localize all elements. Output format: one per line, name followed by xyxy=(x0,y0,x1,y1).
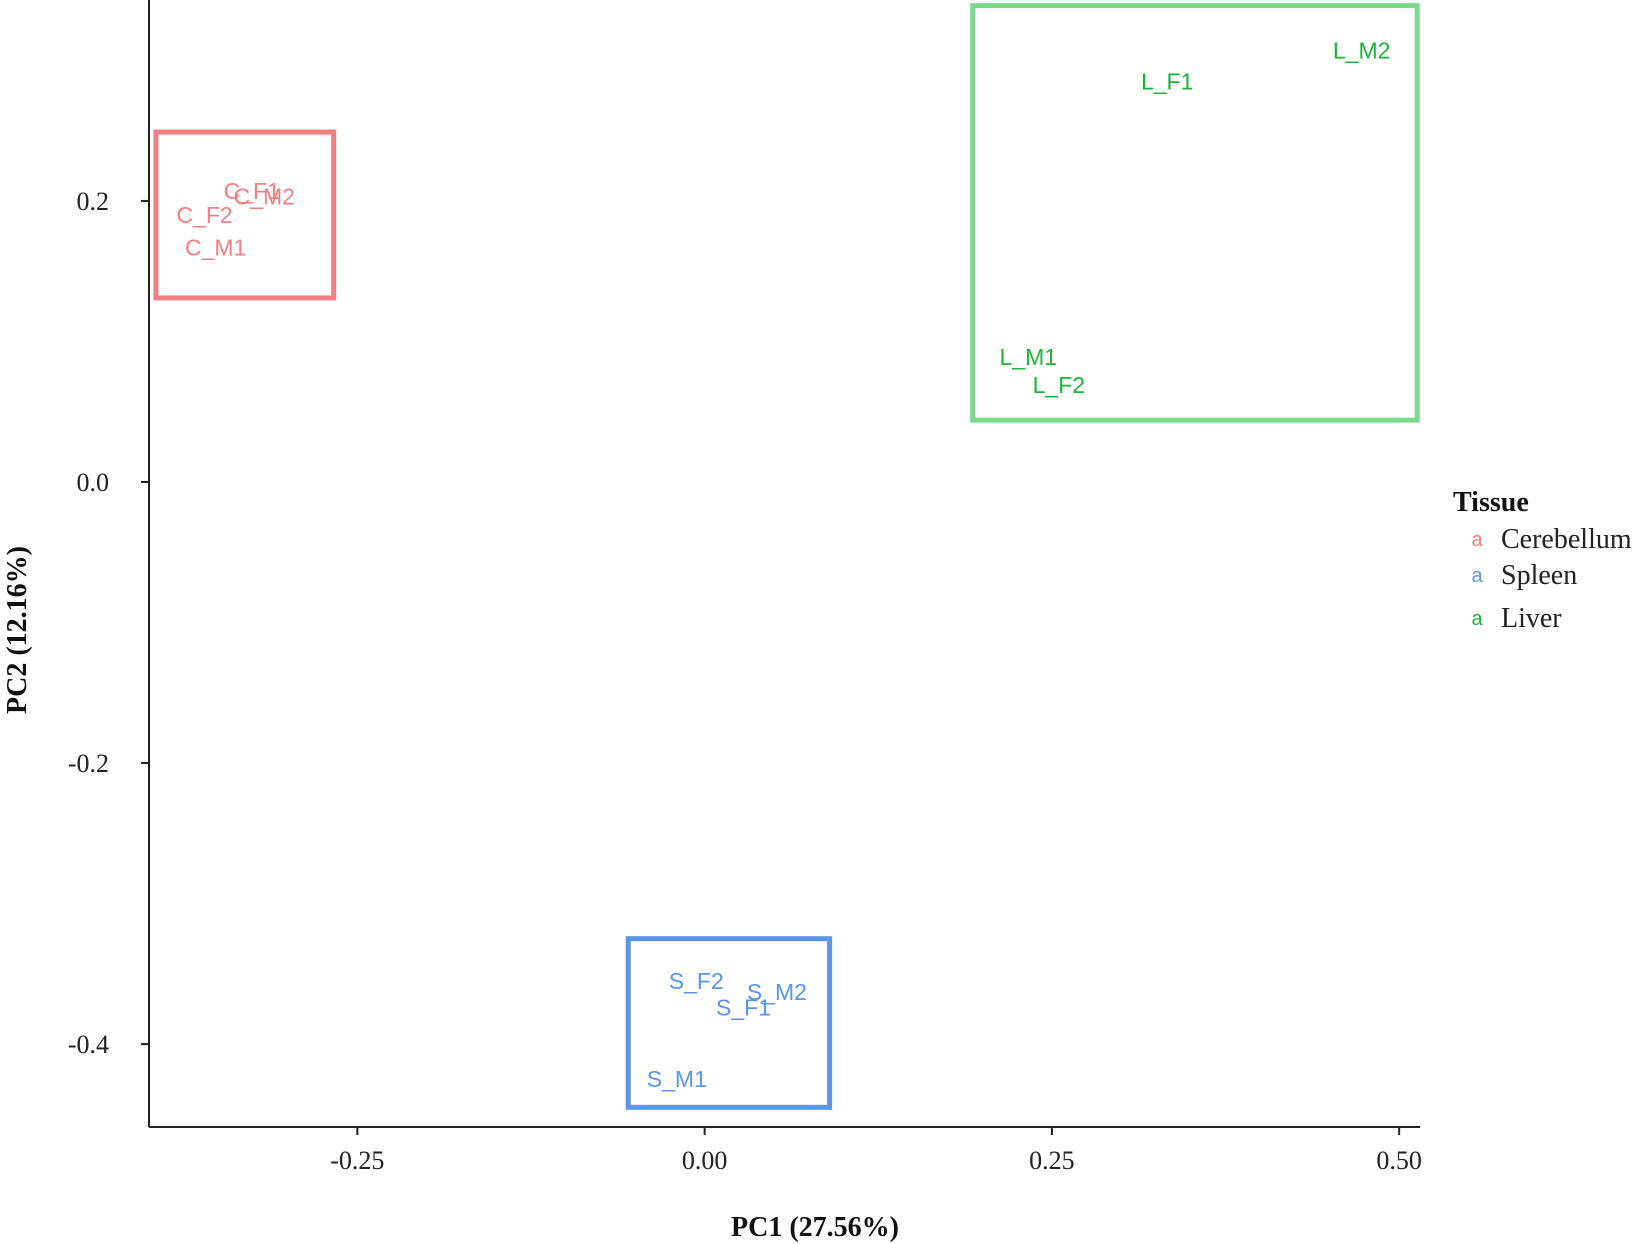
legend-key-cerebellum: a xyxy=(1471,529,1483,551)
point-label-c-f1: C_F1 xyxy=(224,178,280,204)
legend-label-liver: Liver xyxy=(1501,603,1562,634)
x-axis-title: PC1 (27.56%) xyxy=(731,1212,899,1243)
point-label-s-f1: S_F1 xyxy=(716,995,771,1021)
spleen-cluster-box xyxy=(625,936,833,1110)
legend-label-spleen: Spleen xyxy=(1501,560,1577,591)
point-label-l-f2: L_F2 xyxy=(1033,372,1085,398)
point-label-l-m2: L_M2 xyxy=(1333,38,1391,64)
liver-cluster-box xyxy=(970,3,1420,423)
legend-key-spleen: a xyxy=(1471,565,1483,587)
point-label-c-f2: C_F2 xyxy=(176,202,232,228)
y-tick-label: -0.4 xyxy=(68,1030,109,1059)
point-label-c-m2: C_M2 xyxy=(234,184,295,210)
legend-key-liver: a xyxy=(1471,608,1483,630)
y-ticks: 0.2 0.0 -0.2 -0.4 xyxy=(68,187,149,1059)
x-tick-label: -0.25 xyxy=(330,1146,384,1175)
y-tick-label: -0.2 xyxy=(68,749,109,778)
x-ticks: -0.25 0.00 0.25 0.50 xyxy=(330,1127,1422,1175)
axes xyxy=(148,0,1420,1128)
x-tick-label: 0.00 xyxy=(682,1146,728,1175)
point-label-s-f2: S_F2 xyxy=(669,968,724,994)
legend-label-cerebellum: Cerebellum xyxy=(1501,524,1632,555)
point-label-s-m1: S_M1 xyxy=(647,1066,707,1092)
x-tick-label: 0.25 xyxy=(1029,1146,1075,1175)
point-label-s-m2: S_M2 xyxy=(747,979,807,1005)
point-label-c-m1: C_M1 xyxy=(185,234,246,260)
y-tick-label: 0.0 xyxy=(77,468,110,497)
point-labels: C_F1C_M2C_F2 C_M1 S_F2 S_M2S_F1 S_M1 L_M2 L_F1… xyxy=(176,38,1390,1093)
cerebellum-cluster-box xyxy=(153,129,337,301)
point-label-l-m1: L_M1 xyxy=(1000,344,1058,370)
point-label-l-f1: L_F1 xyxy=(1141,69,1193,95)
cluster-boxes xyxy=(153,3,1420,1110)
legend-title: Tissue xyxy=(1453,487,1529,518)
y-axis-title: PC2 (12.16%) xyxy=(2,546,33,714)
x-tick-label: 0.50 xyxy=(1376,1146,1422,1175)
y-tick-label: 0.2 xyxy=(77,187,110,216)
